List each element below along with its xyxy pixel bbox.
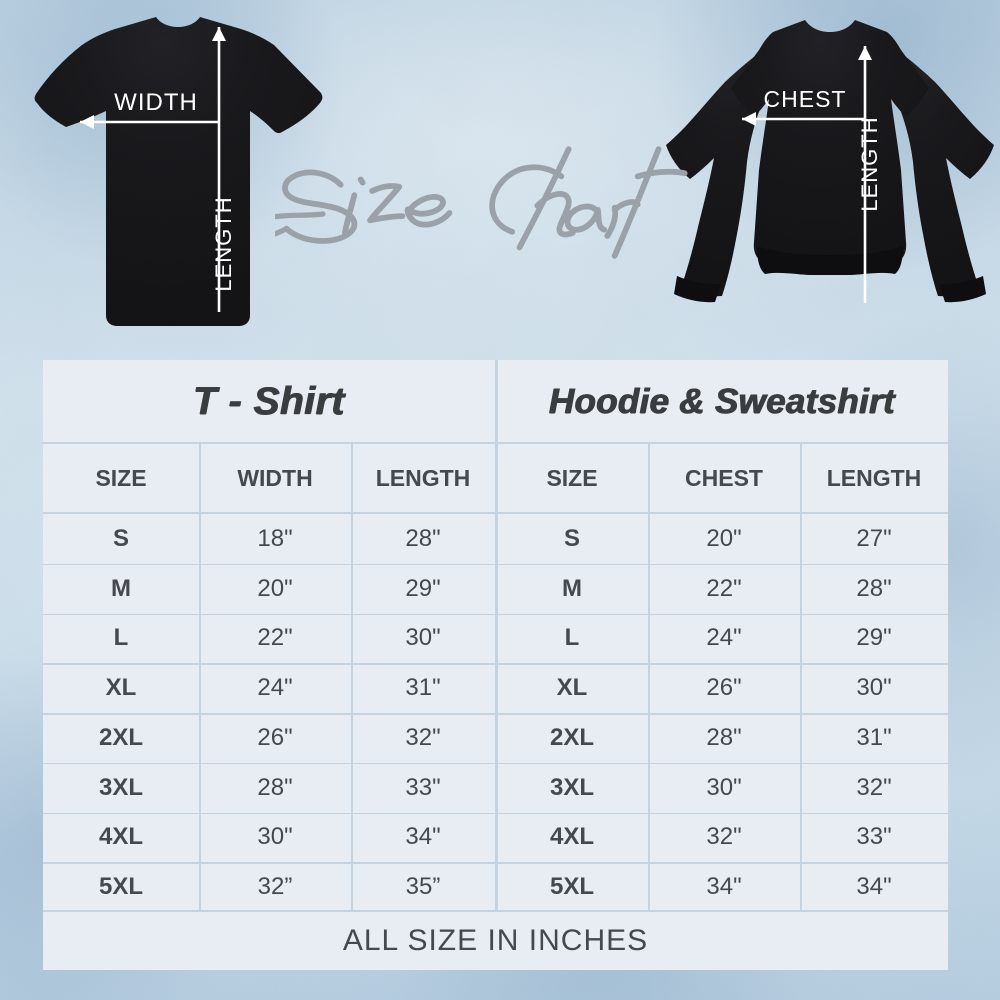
svg-text:WIDTH: WIDTH (114, 89, 198, 116)
svg-text:CHEST: CHEST (764, 86, 847, 112)
svg-text:LENGTH: LENGTH (211, 196, 236, 291)
svg-text:LENGTH: LENGTH (857, 116, 882, 211)
